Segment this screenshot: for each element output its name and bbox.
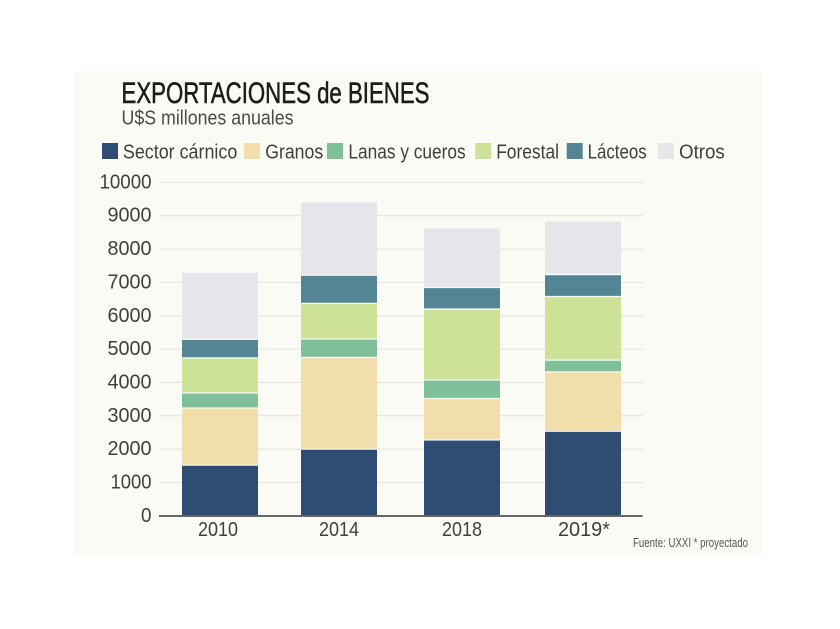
svg-text:3000: 3000 [108,404,152,427]
svg-text:Lanas y cueros: Lanas y cueros [348,142,465,164]
svg-text:Forestal: Forestal [496,142,559,164]
svg-text:10000: 10000 [100,170,152,193]
svg-text:2014: 2014 [319,518,359,541]
svg-text:9000: 9000 [108,204,152,227]
svg-text:Granos: Granos [265,142,323,164]
svg-text:2018: 2018 [442,518,482,541]
svg-text:0: 0 [141,504,152,527]
svg-text:2019*: 2019* [558,518,610,541]
svg-text:8000: 8000 [108,237,152,260]
svg-text:Otros: Otros [679,142,725,164]
svg-text:2010: 2010 [198,518,238,541]
svg-text:7000: 7000 [108,270,152,293]
svg-text:2000: 2000 [108,437,152,460]
svg-text:Fuente: UXXI * proyectado: Fuente: UXXI * proyectado [633,535,748,550]
svg-text:5000: 5000 [108,337,152,360]
svg-text:Lácteos: Lácteos [588,142,647,164]
svg-text:1000: 1000 [111,471,152,494]
svg-text:U$S millones anuales: U$S millones anuales [122,108,294,130]
svg-text:6000: 6000 [108,304,152,327]
svg-text:4000: 4000 [108,370,152,393]
svg-text:Sector cárnico: Sector cárnico [123,142,237,164]
svg-text:EXPORTACIONES de BIENES: EXPORTACIONES de BIENES [122,77,430,110]
